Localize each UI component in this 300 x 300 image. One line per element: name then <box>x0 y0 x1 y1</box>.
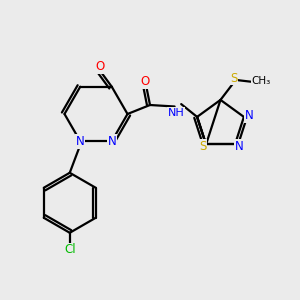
Text: NH: NH <box>168 108 184 118</box>
Text: O: O <box>96 60 105 73</box>
Text: N: N <box>107 135 116 148</box>
Text: CH₃: CH₃ <box>251 76 271 86</box>
Text: Cl: Cl <box>64 243 76 256</box>
Text: S: S <box>199 140 206 153</box>
Text: S: S <box>230 71 237 85</box>
Text: N: N <box>76 135 85 148</box>
Text: N: N <box>235 140 244 153</box>
Text: N: N <box>245 109 254 122</box>
Text: O: O <box>140 75 149 88</box>
